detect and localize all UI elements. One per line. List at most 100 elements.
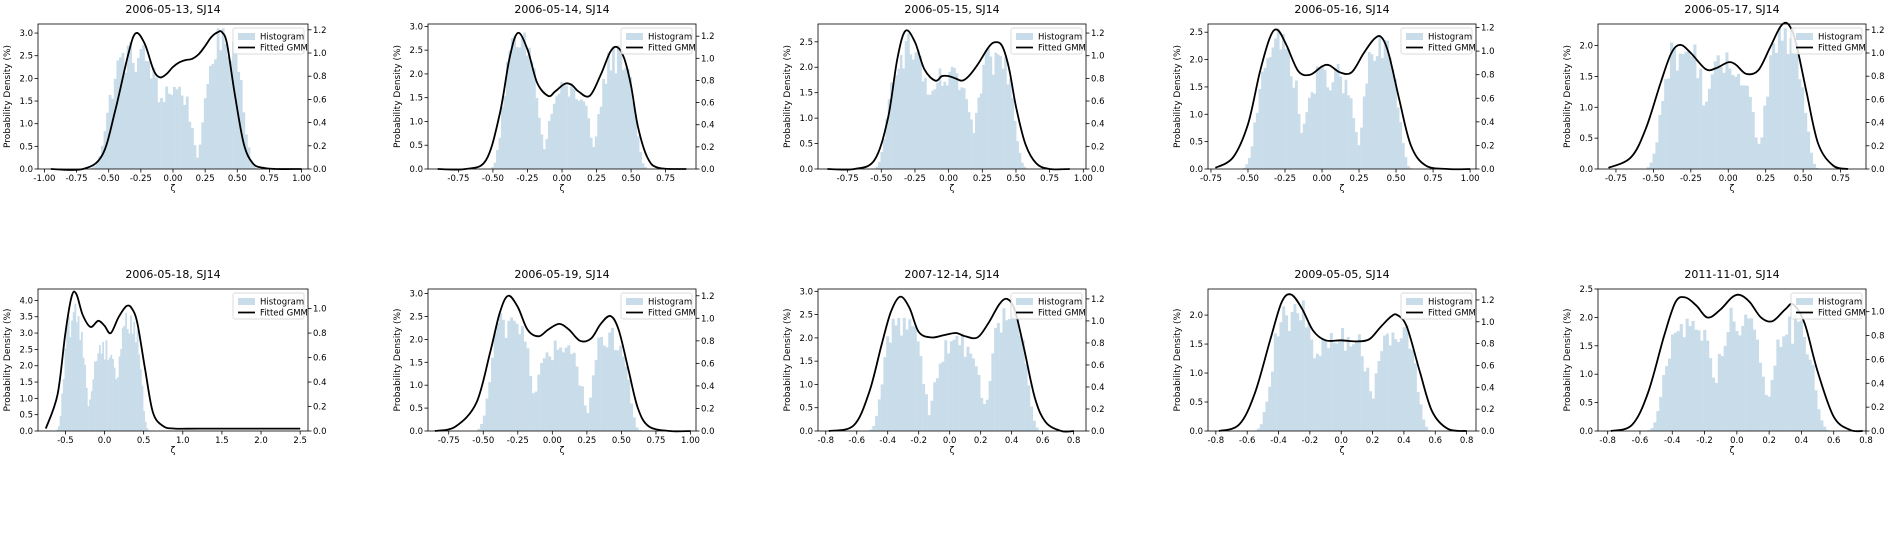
histogram-bar [1649,162,1653,169]
x-tick-label: -0.6 [1632,436,1649,446]
histogram-bar [887,99,891,169]
histogram-bar [608,332,612,431]
y2-tick-label: 1.2 [1091,295,1105,305]
x-tick-label: -0.8 [817,436,834,446]
histogram-bar [570,354,574,431]
histogram-bar [599,106,603,169]
y-tick-label: 1.0 [409,381,423,391]
y-tick-label: 0.0 [799,427,813,437]
histogram-bar [1370,54,1374,170]
histogram-bar [1266,58,1270,170]
histogram-bar [1391,332,1395,431]
histogram-bar [526,348,530,431]
histogram-bar [938,363,942,431]
histogram-bar [1707,88,1712,169]
histogram-bar [991,353,995,431]
y2-tick-label: 0.0 [1871,165,1885,175]
legend-gmm-label: Fitted GMM [1428,44,1476,54]
legend-histogram-label: Histogram [260,298,304,308]
histogram-bar [1693,44,1697,169]
y-tick-label: 1.0 [1189,369,1203,379]
histogram-bar [891,318,895,431]
y2-tick-label: 0.2 [313,403,327,413]
gmm-curve [827,29,1070,171]
histogram-bar [1367,52,1371,170]
y2-tick-label: 0.4 [1091,383,1105,393]
histogram-bar [1295,80,1298,169]
histogram-bar [1248,157,1251,169]
histogram-bar [553,340,557,431]
histogram-bar [1013,120,1017,169]
histogram-bar [1685,318,1689,431]
histogram-bar [621,70,625,169]
histogram-bar [1355,342,1359,431]
y2-tick-label: 1.0 [701,314,715,324]
histogram-bar [894,325,898,431]
histogram-bar [1725,52,1729,170]
histogram-bar [597,114,600,169]
histogram-bar [126,329,129,431]
histogram-bar [609,70,613,169]
histogram-bar [143,411,146,431]
histogram-bar [119,57,122,169]
histogram-bar [1655,142,1659,169]
y-tick-label: 0.5 [1189,398,1203,408]
histogram-bar [594,360,598,431]
y2-tick-label: 0.2 [1871,142,1885,152]
histogram-bar [1679,324,1683,431]
histogram-bar [488,382,492,431]
histogram-bar [1250,146,1254,169]
histogram-bar [1259,424,1263,431]
y-tick-label: 0.0 [1579,165,1593,175]
y2-tick-label: 1.0 [313,49,327,59]
histogram-bar [977,374,981,431]
histogram-bar [1653,422,1657,431]
histogram-bar [491,357,494,431]
y-tick-label: 0.0 [1189,165,1203,175]
histogram-bar [634,114,637,169]
histogram-bar [636,136,640,169]
histogram-bar [1723,345,1727,431]
histogram-bar [232,41,235,169]
histogram-bar [1748,96,1752,169]
histogram-bar [1726,332,1730,431]
histogram-bar [113,367,116,431]
histogram-bar [90,167,94,169]
y2-tick-label: 0.4 [1091,120,1105,130]
panel-title: 2006-05-18, SJ14 [125,268,220,281]
y2-tick-label: 0.4 [1481,118,1495,128]
x-tick-label: 0.8 [1067,436,1081,446]
x-axis-label: ζ [560,184,565,194]
histogram-bar [545,138,549,169]
gmm-curve [50,30,302,171]
histogram-bar [525,55,529,169]
histogram-bar [996,54,1000,169]
histogram-bar [1282,306,1286,431]
histogram-bar [1776,339,1780,431]
histogram-bar [1697,330,1701,431]
histogram-bar [518,47,521,169]
histogram-bar [1289,76,1293,169]
histogram-bar [1262,411,1266,431]
histogram-bar [1751,112,1755,169]
histogram-bar [227,56,230,170]
x-tick-label: 0.2 [1762,436,1776,446]
histogram-bar [69,337,72,431]
y2-tick-label: 0.2 [701,143,715,153]
histogram-bar [1341,93,1345,169]
histogram-bar [157,102,161,169]
histogram-bar [1732,321,1736,431]
x-tick-label: 0.50 [1007,174,1026,184]
x-tick-label: 2.0 [254,436,268,446]
histogram-bar [1255,112,1259,169]
y-tick-label: 3.0 [799,287,813,297]
histogram-bar [141,385,144,431]
histogram-bar [1699,68,1703,169]
histogram-bar [1755,339,1759,431]
histogram-bar [1422,419,1426,431]
histogram-bar [1735,331,1739,431]
x-tick-label: 0.6 [1428,436,1442,446]
histogram-bar [922,383,926,431]
